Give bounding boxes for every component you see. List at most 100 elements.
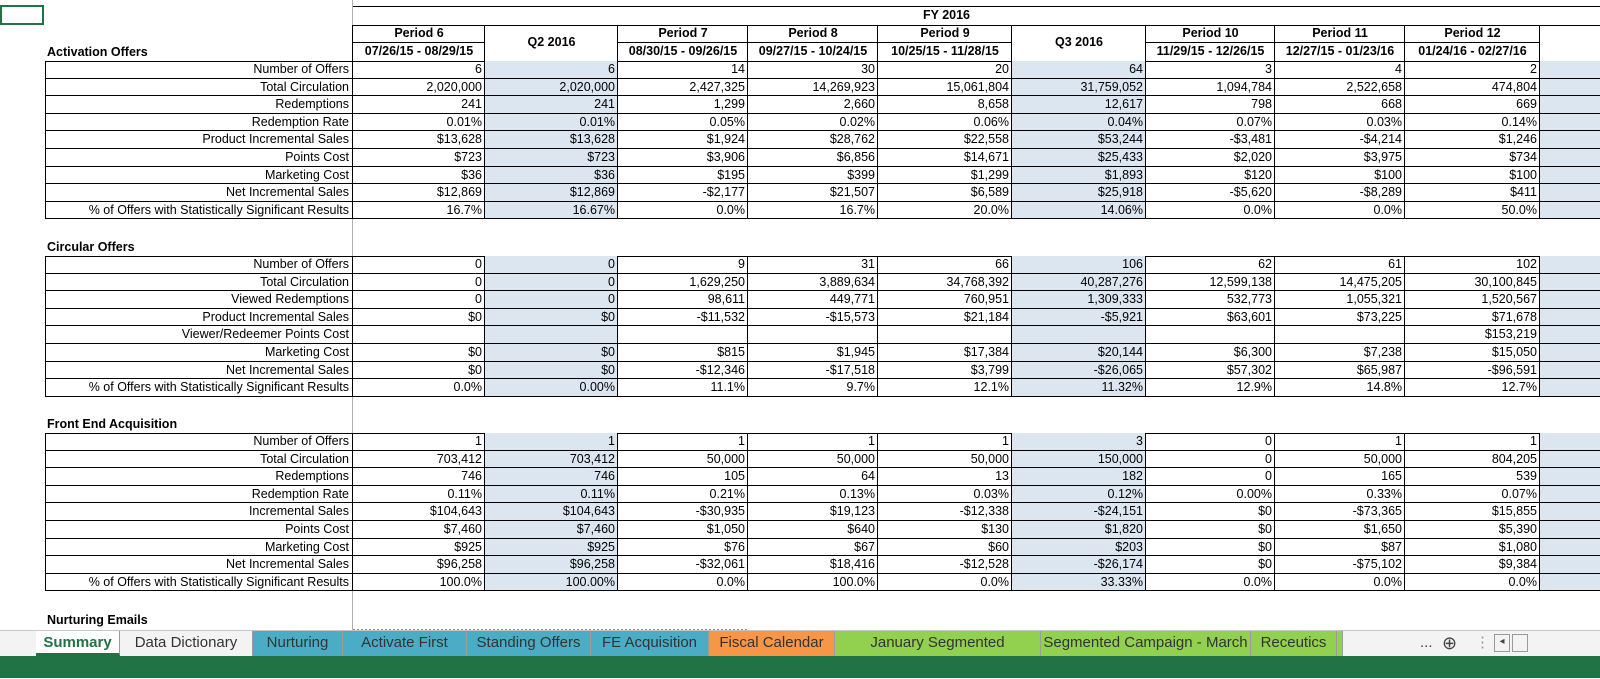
data-cell[interactable]: 0 [1146, 433, 1275, 451]
data-cell[interactable]: $76 [618, 538, 748, 557]
data-cell[interactable]: 14.8% [1275, 379, 1405, 397]
sheet-tab-fe-acquisition[interactable]: FE Acquisition [591, 631, 709, 656]
data-cell[interactable]: $6,589 [878, 184, 1012, 202]
data-cell[interactable]: 12.7% [1405, 379, 1540, 397]
sheet-tab-overflow[interactable] [1337, 631, 1343, 656]
edge-cell[interactable] [1540, 131, 1600, 149]
data-cell[interactable]: 1 [1405, 433, 1540, 451]
data-cell[interactable]: $0 [1146, 503, 1275, 521]
data-cell[interactable]: $18,416 [748, 556, 878, 574]
data-cell[interactable]: 11.32% [1012, 379, 1146, 397]
data-cell[interactable]: $3,975 [1275, 149, 1405, 167]
data-cell[interactable]: 0 [485, 291, 618, 309]
data-cell[interactable]: $0 [353, 308, 485, 327]
edge-cell[interactable] [1540, 61, 1600, 79]
data-cell[interactable]: 0 [353, 291, 485, 309]
data-cell[interactable]: 0 [1146, 468, 1275, 486]
data-cell[interactable]: $100 [1405, 166, 1540, 185]
data-cell[interactable]: 15,061,804 [878, 78, 1012, 97]
data-cell[interactable]: $3,906 [618, 149, 748, 167]
data-cell[interactable]: 1,520,567 [1405, 291, 1540, 309]
data-cell[interactable]: 66 [878, 256, 1012, 274]
data-cell[interactable]: $57,302 [1146, 361, 1275, 380]
data-cell[interactable]: -$15,573 [748, 308, 878, 327]
data-cell[interactable]: 0.0% [1146, 573, 1275, 592]
data-cell[interactable]: 539 [1405, 468, 1540, 486]
data-cell[interactable]: 0 [1146, 450, 1275, 469]
data-cell[interactable]: $12,869 [485, 184, 618, 202]
edge-cell[interactable] [1540, 167, 1600, 185]
data-cell[interactable]: 9.7% [748, 379, 878, 397]
data-cell[interactable]: 2,660 [748, 96, 878, 114]
data-cell[interactable]: 1,629,250 [618, 273, 748, 292]
data-cell[interactable]: $12,869 [353, 184, 485, 202]
data-cell[interactable]: $36 [353, 166, 485, 185]
data-cell[interactable]: $20,144 [1012, 344, 1146, 362]
data-cell[interactable]: $104,643 [353, 503, 485, 521]
data-cell[interactable]: 532,773 [1146, 291, 1275, 309]
data-cell[interactable]: $13,628 [353, 131, 485, 149]
edge-cell[interactable] [1540, 79, 1600, 97]
data-cell[interactable]: 2,427,325 [618, 78, 748, 97]
data-cell[interactable]: 0 [485, 256, 618, 274]
data-cell[interactable]: -$2,177 [618, 184, 748, 202]
data-cell[interactable]: 12.9% [1146, 379, 1275, 397]
data-cell[interactable]: 0.0% [878, 573, 1012, 592]
data-cell[interactable]: $13,628 [485, 131, 618, 149]
data-cell[interactable]: $21,184 [878, 308, 1012, 327]
data-cell[interactable]: $130 [878, 521, 1012, 539]
data-cell[interactable]: 14 [618, 61, 748, 79]
data-cell[interactable]: 746 [485, 468, 618, 486]
data-cell[interactable]: 50,000 [878, 450, 1012, 469]
data-cell[interactable]: 0.06% [878, 113, 1012, 132]
edge-cell[interactable] [1540, 362, 1600, 380]
data-cell[interactable] [618, 326, 748, 344]
data-cell[interactable]: $28,762 [748, 131, 878, 149]
data-cell[interactable]: 1,094,784 [1146, 78, 1275, 97]
data-cell[interactable]: 241 [485, 96, 618, 114]
data-cell[interactable]: 100.0% [748, 573, 878, 592]
data-cell[interactable]: 50,000 [1275, 450, 1405, 469]
data-cell[interactable]: $1,050 [618, 521, 748, 539]
sheet-tab-january-segmented-campaign[interactable]: January Segmented Campaign [835, 631, 1041, 675]
data-cell[interactable]: 0.04% [1012, 113, 1146, 132]
data-cell[interactable]: 8,658 [878, 96, 1012, 114]
data-cell[interactable]: $36 [485, 166, 618, 185]
data-cell[interactable]: 0.0% [1275, 201, 1405, 220]
data-cell[interactable]: $7,460 [353, 521, 485, 539]
data-cell[interactable]: 11.1% [618, 379, 748, 397]
data-cell[interactable]: $640 [748, 521, 878, 539]
data-cell[interactable]: 0.07% [1146, 113, 1275, 132]
data-cell[interactable]: $0 [1146, 556, 1275, 574]
data-cell[interactable]: 0.12% [1012, 485, 1146, 504]
edge-cell[interactable] [1540, 468, 1600, 486]
data-cell[interactable]: -$8,289 [1275, 184, 1405, 202]
edge-cell[interactable] [1540, 503, 1600, 521]
edge-cell[interactable] [1540, 433, 1600, 451]
data-cell[interactable]: $0 [353, 344, 485, 362]
data-cell[interactable]: 804,205 [1405, 450, 1540, 469]
sheet-tab-activate-first[interactable]: Activate First [343, 631, 467, 656]
data-cell[interactable]: -$30,935 [618, 503, 748, 521]
data-cell[interactable]: 0.33% [1275, 485, 1405, 504]
data-cell[interactable]: 2,020,000 [485, 78, 618, 97]
data-cell[interactable]: 100.0% [353, 573, 485, 592]
data-cell[interactable]: 0.11% [485, 485, 618, 504]
data-cell[interactable]: 31 [748, 256, 878, 274]
data-cell[interactable]: 16.7% [353, 201, 485, 220]
data-cell[interactable]: $96,258 [353, 556, 485, 574]
data-cell[interactable]: 0.0% [618, 573, 748, 592]
data-cell[interactable]: 12,599,138 [1146, 273, 1275, 292]
data-cell[interactable]: $22,558 [878, 131, 1012, 149]
data-cell[interactable]: 746 [353, 468, 485, 486]
data-cell[interactable]: $1,080 [1405, 538, 1540, 557]
edge-cell[interactable] [1540, 202, 1600, 220]
data-cell[interactable]: 34,768,392 [878, 273, 1012, 292]
data-cell[interactable]: $0 [485, 344, 618, 362]
data-cell[interactable]: $67 [748, 538, 878, 557]
data-cell[interactable]: $9,384 [1405, 556, 1540, 574]
data-cell[interactable]: 182 [1012, 468, 1146, 486]
data-cell[interactable]: $60 [878, 538, 1012, 557]
data-cell[interactable]: $1,893 [1012, 166, 1146, 185]
data-cell[interactable]: 0.02% [748, 113, 878, 132]
